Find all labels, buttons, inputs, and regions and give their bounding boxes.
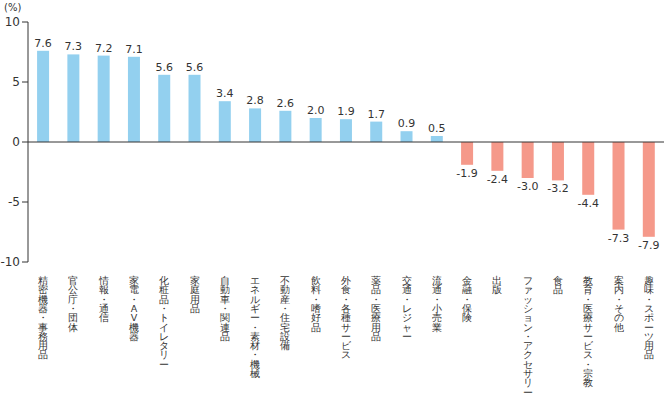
svg-text:エネルギー・素材・機械: エネルギー・素材・機械 (249, 275, 260, 379)
svg-text:7.2: 7.2 (95, 42, 113, 55)
svg-text:食品: 食品 (553, 275, 563, 295)
svg-text:薬品・医療用品: 薬品・医療用品 (371, 275, 381, 342)
svg-text:外食・各種サービス: 外食・各種サービス (341, 275, 352, 360)
svg-text:-2.4: -2.4 (487, 173, 508, 186)
svg-text:1.7: 1.7 (367, 108, 385, 121)
svg-text:流通・小売業: 流通・小売業 (432, 275, 442, 333)
svg-text:-10: -10 (0, 255, 20, 269)
svg-text:5.6: 5.6 (155, 61, 173, 74)
svg-text:官公庁・団体: 官公庁・団体 (68, 275, 78, 333)
svg-text:自動車・関連品: 自動車・関連品 (220, 275, 230, 342)
svg-text:-7.3: -7.3 (608, 232, 629, 245)
svg-text:家電・AV機器: 家電・AV機器 (129, 275, 139, 342)
svg-text:0.5: 0.5 (428, 122, 446, 135)
svg-text:-5: -5 (8, 195, 20, 209)
svg-text:1.9: 1.9 (337, 105, 355, 118)
svg-text:出版: 出版 (492, 275, 502, 295)
svg-text:10: 10 (5, 15, 20, 29)
svg-text:7.3: 7.3 (65, 40, 83, 53)
svg-text:-3.0: -3.0 (517, 180, 538, 193)
svg-text:飲料・嗜好品: 飲料・嗜好品 (311, 275, 321, 333)
svg-text:ファッション・アクセサリー: ファッション・アクセサリー (523, 275, 533, 397)
svg-text:化粧品・トイレタリー: 化粧品・トイレタリー (159, 275, 169, 370)
svg-text:-1.9: -1.9 (456, 167, 477, 180)
svg-text:金融・保険: 金融・保険 (462, 275, 472, 323)
svg-text:-3.2: -3.2 (547, 182, 568, 195)
svg-text:0.9: 0.9 (398, 117, 416, 130)
svg-text:精密機器・事務用品: 精密機器・事務用品 (38, 275, 48, 360)
svg-text:-7.9: -7.9 (638, 239, 659, 252)
svg-text:趣味・スポーツ用品: 趣味・スポーツ用品 (644, 275, 654, 360)
svg-text:-4.4: -4.4 (577, 197, 598, 210)
svg-text:家庭用品: 家庭用品 (190, 275, 200, 314)
svg-text:情報・通信: 情報・通信 (98, 275, 109, 323)
svg-text:教育・医療サービス・宗教: 教育・医療サービス・宗教 (583, 275, 594, 388)
svg-text:5: 5 (12, 75, 20, 89)
svg-text:2.0: 2.0 (307, 104, 325, 117)
svg-text:2.6: 2.6 (277, 97, 295, 110)
svg-text:7.1: 7.1 (125, 43, 143, 56)
svg-text:5.6: 5.6 (186, 61, 204, 74)
svg-text:不動産・住宅設備: 不動産・住宅設備 (280, 275, 290, 351)
svg-text:0: 0 (12, 135, 20, 149)
svg-text:3.4: 3.4 (216, 87, 234, 100)
svg-text:案内・その他: 案内・その他 (614, 275, 624, 333)
svg-text:交通・レジャー: 交通・レジャー (402, 275, 412, 342)
svg-text:7.6: 7.6 (34, 37, 52, 50)
svg-text:2.8: 2.8 (246, 94, 264, 107)
